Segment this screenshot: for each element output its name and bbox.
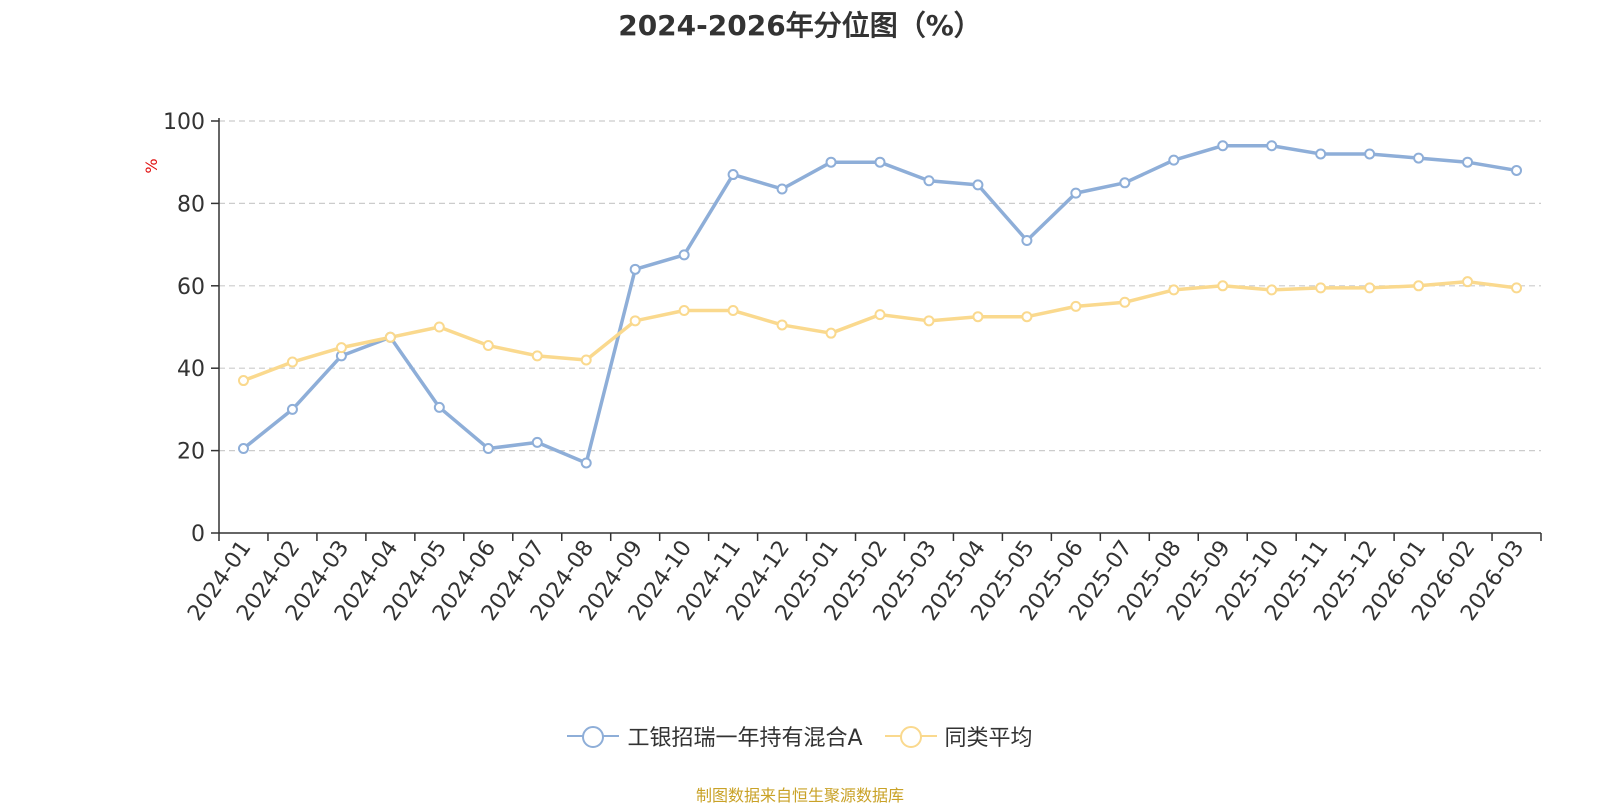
y-tick-label: 100 <box>163 110 205 135</box>
data-point-1 <box>1266 284 1278 296</box>
data-point-1 <box>335 342 347 354</box>
data-point-0 <box>678 249 690 261</box>
data-point-1 <box>923 315 935 327</box>
data-point-1 <box>629 315 641 327</box>
y-tick-label: 40 <box>177 357 205 382</box>
data-point-0 <box>874 156 886 168</box>
data-point-1 <box>1364 282 1376 294</box>
data-point-0 <box>776 183 788 195</box>
data-point-0 <box>1315 148 1327 160</box>
data-point-1 <box>286 356 298 368</box>
data-point-1 <box>1070 300 1082 312</box>
data-point-1 <box>384 331 396 343</box>
data-point-0 <box>237 443 249 455</box>
data-point-0 <box>727 169 739 181</box>
y-tick-label: 20 <box>177 440 205 465</box>
data-point-1 <box>1413 280 1425 292</box>
legend-label-fund: 工银招瑞一年持有混合A <box>627 726 863 751</box>
legend-label-average: 同类平均 <box>944 726 1033 751</box>
grid-lines <box>219 120 1541 452</box>
data-point-0 <box>972 179 984 191</box>
data-point-1 <box>1168 284 1180 296</box>
data-point-1 <box>1315 282 1327 294</box>
data-point-0 <box>1168 154 1180 166</box>
chart-title: 2024-2026年分位图（%） <box>618 9 982 42</box>
data-point-0 <box>1119 177 1131 189</box>
data-point-1 <box>1021 311 1033 323</box>
y-tick-label: 0 <box>191 522 205 547</box>
data-point-0 <box>1413 152 1425 164</box>
data-point-1 <box>1119 296 1131 308</box>
data-point-0 <box>1266 140 1278 152</box>
data-point-0 <box>531 436 543 448</box>
legend-item-average[interactable]: 同类平均 <box>884 720 1033 752</box>
data-point-1 <box>433 321 445 333</box>
series-lines <box>237 140 1523 469</box>
data-point-0 <box>1217 140 1229 152</box>
data-point-0 <box>825 156 837 168</box>
series-line-0 <box>242 143 1517 465</box>
data-point-0 <box>1021 234 1033 246</box>
data-point-1 <box>678 305 690 317</box>
legend-item-fund[interactable]: 工银招瑞一年持有混合A <box>567 720 863 752</box>
data-point-1 <box>825 327 837 339</box>
legend-marker-average <box>884 726 937 748</box>
data-point-0 <box>923 175 935 187</box>
data-point-1 <box>1217 280 1229 292</box>
data-point-1 <box>1511 282 1523 294</box>
data-point-0 <box>286 403 298 415</box>
data-point-0 <box>1070 187 1082 199</box>
source-note: 制图数据来自恒生聚源数据库 <box>695 786 904 805</box>
data-point-0 <box>1511 164 1523 176</box>
data-point-1 <box>874 309 886 321</box>
data-point-0 <box>1462 156 1474 168</box>
data-point-0 <box>482 443 494 455</box>
legend-marker-fund <box>567 726 620 748</box>
data-point-0 <box>580 457 592 469</box>
data-point-1 <box>482 340 494 352</box>
legend: 工银招瑞一年持有混合A 同类平均 <box>0 720 1600 752</box>
data-point-1 <box>727 305 739 317</box>
series-line-1 <box>242 279 1517 383</box>
data-point-0 <box>629 263 641 275</box>
y-tick-label: 60 <box>177 275 205 300</box>
data-point-1 <box>1462 276 1474 288</box>
data-point-1 <box>237 375 249 387</box>
data-point-1 <box>776 319 788 331</box>
y-axis-unit: % <box>142 158 161 173</box>
y-tick-label: 80 <box>177 192 205 217</box>
data-point-0 <box>433 401 445 413</box>
data-point-1 <box>580 354 592 366</box>
data-point-1 <box>972 311 984 323</box>
data-point-1 <box>531 350 543 362</box>
data-point-0 <box>1364 148 1376 160</box>
